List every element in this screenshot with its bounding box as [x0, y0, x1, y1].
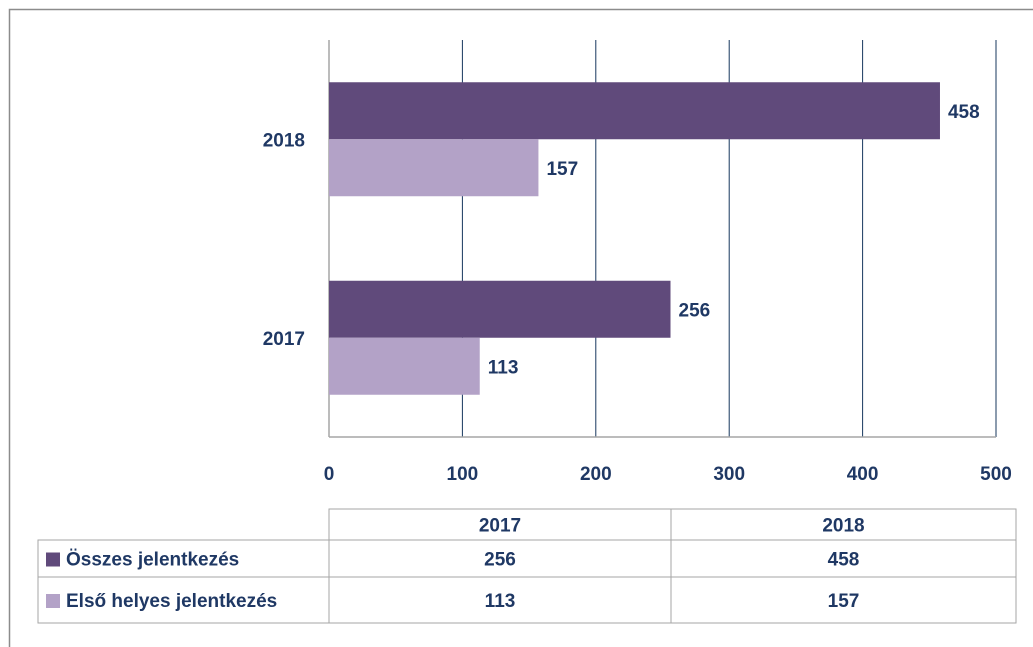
table-header: 2018: [822, 516, 864, 537]
data-label: 256: [679, 300, 711, 321]
data-label: 157: [546, 159, 578, 180]
table-cell: 113: [485, 591, 516, 612]
table-border: [37, 539, 1017, 624]
table-header: 2017: [479, 516, 521, 537]
x-tick-label: 300: [713, 464, 745, 485]
y-tick-label: 2018: [263, 130, 305, 151]
x-tick-label: 500: [980, 464, 1012, 485]
x-tick-label: 400: [847, 464, 879, 485]
y-tick-label: 2017: [263, 329, 305, 350]
legend-key: [46, 552, 60, 567]
data-label: 458: [948, 102, 980, 123]
legend-key: [46, 594, 60, 608]
legend-label: Összes jelentkezés: [66, 550, 239, 571]
bar: [329, 337, 480, 395]
bar: [329, 280, 671, 338]
x-tick-label: 100: [447, 464, 479, 485]
table-cell: 458: [828, 550, 860, 571]
table-cell: 256: [484, 550, 516, 571]
data-label: 113: [488, 357, 519, 378]
bar: [329, 82, 940, 140]
x-tick-label: 200: [580, 464, 612, 485]
bar: [329, 139, 539, 197]
table-cell: 157: [828, 591, 860, 612]
legend-label: Első helyes jelentkezés: [66, 591, 277, 612]
x-tick-label: 0: [324, 464, 335, 485]
